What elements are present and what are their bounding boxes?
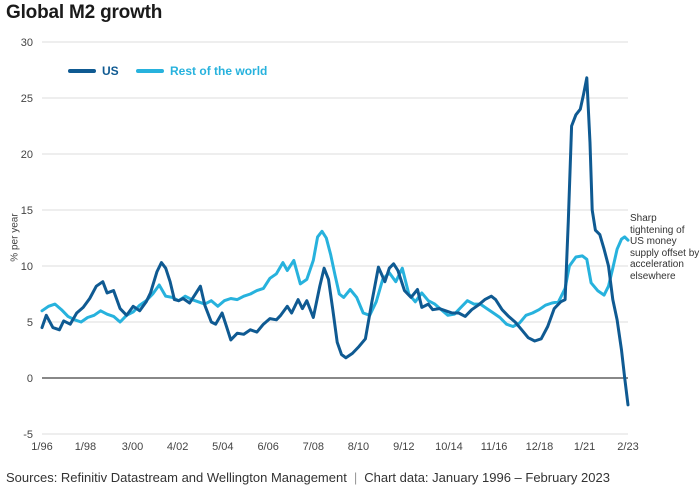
series-line-us <box>40 76 630 407</box>
series-lines <box>40 76 630 407</box>
legend-label-rest: Rest of the world <box>170 64 268 78</box>
y-axis-tick-labels: -5 0 5 10 15 20 25 30 <box>21 37 33 441</box>
x-tick-label: 3/00 <box>122 441 143 453</box>
source-line: Sources: Refinitiv Datastream and Wellin… <box>6 470 610 485</box>
x-tick-label: 8/10 <box>348 441 369 453</box>
x-tick-label: 10/14 <box>435 441 463 453</box>
chart-annotation: Sharp tightening of US money supply offs… <box>630 213 700 282</box>
x-tick-label: 4/02 <box>167 441 188 453</box>
x-tick-label: 1/96 <box>31 441 52 453</box>
chart-title: Global M2 growth <box>6 2 163 23</box>
source-text: Sources: Refinitiv Datastream and Wellin… <box>6 470 347 485</box>
legend-label-us: US <box>102 64 119 78</box>
y-tick-label: 30 <box>21 37 33 49</box>
y-axis-title: % per year <box>9 213 21 262</box>
y-tick-label: 0 <box>27 373 33 385</box>
x-tick-label: 2/23 <box>617 441 638 453</box>
legend: US Rest of the world <box>68 62 281 78</box>
x-tick-label: 6/06 <box>257 441 278 453</box>
legend-item-rest: Rest of the world <box>136 64 267 78</box>
source-separator: | <box>353 470 358 485</box>
x-tick-label: 9/12 <box>393 441 414 453</box>
legend-swatch-rest <box>136 69 165 73</box>
y-tick-label: -5 <box>23 429 33 441</box>
x-tick-label: 12/18 <box>526 441 554 453</box>
x-axis-tick-labels: 1/96 1/98 3/00 4/02 5/04 6/06 7/08 8/10 9/12 10/1… <box>31 441 638 453</box>
grid-lines <box>42 41 628 435</box>
x-tick-label: 11/16 <box>481 441 508 453</box>
x-tick-label: 1/98 <box>75 441 96 453</box>
legend-item-us: US <box>68 64 119 78</box>
y-tick-label: 25 <box>21 93 33 105</box>
legend-swatch-us <box>68 69 96 73</box>
x-tick-label: 1/21 <box>574 441 595 453</box>
y-tick-label: 15 <box>21 205 33 217</box>
y-tick-label: 10 <box>21 261 33 273</box>
x-tick-label: 5/04 <box>212 441 233 453</box>
y-tick-label: 5 <box>27 317 33 329</box>
chart-period: Chart data: January 1996 – February 2023 <box>364 470 610 485</box>
y-tick-label: 20 <box>21 149 33 161</box>
x-tick-label: 7/08 <box>303 441 324 453</box>
